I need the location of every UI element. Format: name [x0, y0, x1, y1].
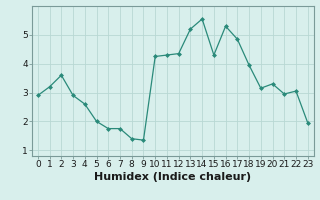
X-axis label: Humidex (Indice chaleur): Humidex (Indice chaleur)	[94, 172, 252, 182]
